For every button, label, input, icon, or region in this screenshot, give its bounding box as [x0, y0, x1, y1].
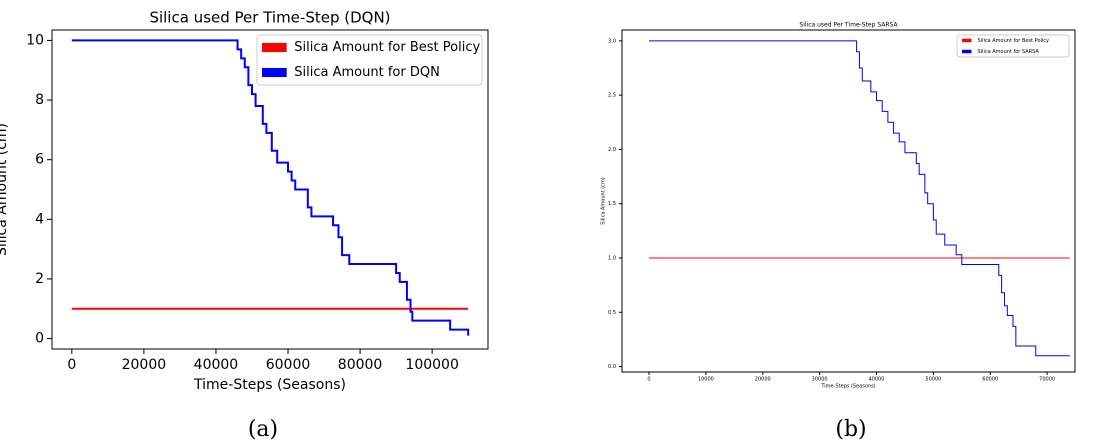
- y-tick-label: 1.0: [608, 256, 616, 262]
- data-line: [71, 39, 470, 336]
- legend-swatch: [262, 42, 287, 53]
- y-tick-label: 0: [35, 331, 44, 347]
- chart-title: Silica used Per Time-Step SARSA: [799, 22, 898, 29]
- legend-label: Silica Amount for Best Policy: [294, 40, 480, 55]
- y-tick-label: 2.5: [608, 93, 616, 99]
- plot-frame: [621, 29, 1076, 373]
- y-axis-label: Silica Amount (cm): [0, 123, 10, 256]
- x-tick-label: 100000: [405, 357, 458, 373]
- chart-title: Silica used Per Time-Step (DQN): [149, 9, 390, 27]
- x-axis-label: Time-Steps (Seasons): [193, 377, 346, 393]
- y-tick-label: 3.0: [608, 38, 616, 44]
- x-tick-label: 20000: [122, 357, 167, 373]
- x-tick-label: 0: [67, 357, 76, 373]
- y-tick-label: 0.0: [608, 364, 616, 370]
- legend-label: Silica Amount for Best Policy: [978, 38, 1050, 44]
- x-tick-label: 70000: [1039, 377, 1055, 383]
- caption: (a): [248, 417, 278, 442]
- x-tick-label: 60000: [982, 377, 998, 383]
- x-tick-label: 40000: [194, 357, 239, 373]
- y-tick-label: 2.0: [608, 147, 616, 153]
- y-tick-label: 1.5: [608, 201, 616, 207]
- x-tick-label: 60000: [266, 357, 311, 373]
- caption: (b): [835, 417, 866, 442]
- x-tick-label: 40000: [869, 377, 885, 383]
- x-tick-label: 0: [647, 377, 650, 383]
- y-tick-label: 2: [35, 271, 44, 287]
- x-tick-label: 20000: [755, 377, 771, 383]
- chart: Silica used Per Time-Step SARSA 0 10000 200…: [601, 22, 1076, 442]
- x-tick-label: 80000: [338, 357, 383, 373]
- legend-swatch: [962, 49, 972, 54]
- legend-swatch: [262, 67, 287, 78]
- x-tick-label: 10000: [698, 377, 714, 383]
- x-axis-label: Time-Steps (Seasons): [820, 384, 875, 390]
- legend-box: [256, 34, 483, 86]
- y-tick-label: 0.5: [608, 310, 616, 316]
- y-tick-label: 10: [26, 32, 44, 48]
- y-tick-label: 4: [35, 211, 44, 227]
- y-tick-label: 6: [35, 152, 44, 168]
- x-tick-label: 50000: [925, 377, 941, 383]
- legend-box: [956, 34, 1070, 58]
- data-line: [649, 40, 1070, 357]
- y-tick-label: 8: [35, 92, 44, 108]
- x-tick-label: 30000: [812, 377, 828, 383]
- chart: Silica used Per Time-Step (DQN) 0 20000 400…: [0, 9, 489, 442]
- plot-frame: [51, 29, 489, 350]
- legend-swatch: [962, 38, 972, 43]
- legend-label: Silica Amount for DQN: [294, 65, 440, 80]
- legend-label: Silica Amount for SARSA: [978, 49, 1040, 55]
- y-axis-label: Silica Amount (cm): [601, 177, 607, 225]
